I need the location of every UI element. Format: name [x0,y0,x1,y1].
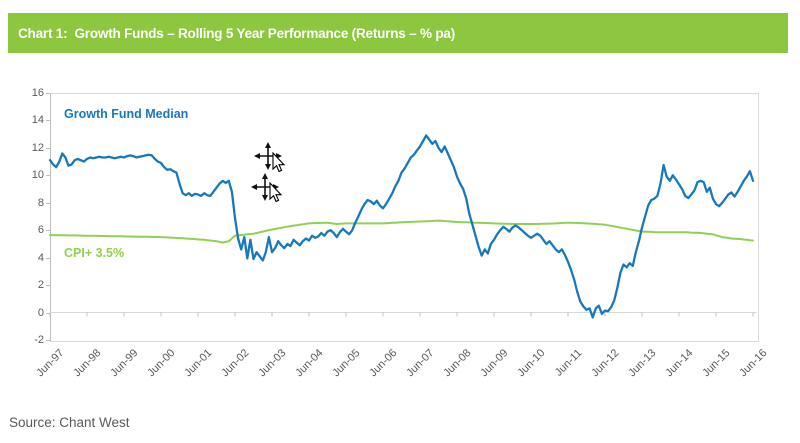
plot-area [50,93,759,342]
x-axis-tick-label: Jun-10 [515,347,548,380]
x-axis-tick-label: Jun-00 [145,347,178,380]
x-axis-tick-label: Jun-12 [589,347,622,380]
y-axis-tick-label: 16 [31,87,44,99]
x-axis-tick-label: Jun-11 [552,347,585,379]
y-axis-tick [46,175,50,177]
x-axis-tick-label: Jun-08 [441,347,474,380]
y-axis-tick [46,120,50,122]
y-axis-tick [46,93,50,94]
y-axis-tick [46,340,50,341]
x-axis-tick-label: Jun-01 [182,347,215,380]
y-axis-tick [46,202,50,204]
source-caption: Source: Chant West [9,415,130,430]
y-axis-tick-label: 4 [37,251,44,264]
y-axis-tick [46,147,50,149]
x-axis-tick-label: Jun-04 [293,347,326,380]
y-axis-tick-label: 6 [37,224,44,237]
y-axis-tick-label: 8 [37,196,44,209]
y-axis-tick-label: 14 [31,114,44,127]
cpi-line [49,219,754,244]
x-axis-tick-label: Jun-05 [330,347,363,380]
plot-canvas [48,134,757,319]
x-axis-tick-label: Jun-97 [34,347,67,380]
x-axis-tick-label: Jun-09 [478,347,511,380]
y-axis-tick-label: -2 [34,334,44,346]
legend-cpi-plus: CPI+ 3.5% [64,246,125,260]
y-axis-tick-label: 12 [31,141,44,154]
y-axis-tick [46,257,50,259]
y-axis-tick [46,285,50,287]
x-axis-tick-label: Jun-98 [71,347,104,380]
x-axis-tick-label: Jun-07 [404,347,437,380]
y-axis-tick-label: 2 [37,279,44,292]
x-axis-tick-label: Jun-14 [663,347,696,380]
chart-title-bar: Chart 1: Growth Funds – Rolling 5 Year P… [8,13,788,53]
x-axis-tick-label: Jun-13 [626,347,659,380]
y-axis-tick [46,230,50,232]
x-axis-tick-label: Jun-03 [256,347,289,380]
x-axis-tick-label: Jun-02 [219,347,252,380]
y-axis-tick-label: 10 [31,169,44,182]
y-axis-tick-label: 0 [37,306,44,319]
x-axis-tick-label: Jun-06 [367,347,400,380]
legend-growth-fund-median: Growth Fund Median [64,107,189,121]
move-cursor-icon [251,142,286,203]
growth-fund-median-line [48,134,755,319]
x-axis-tick-label: Jun-15 [700,347,733,380]
arrow-pointer-icon [269,151,286,203]
page-title: Chart 1: Growth Funds – Rolling 5 Year P… [18,25,455,41]
x-axis-tick-label: Jun-99 [108,347,141,380]
y-axis-tick [46,312,50,314]
x-axis-tick-label: Jun-16 [737,347,770,380]
